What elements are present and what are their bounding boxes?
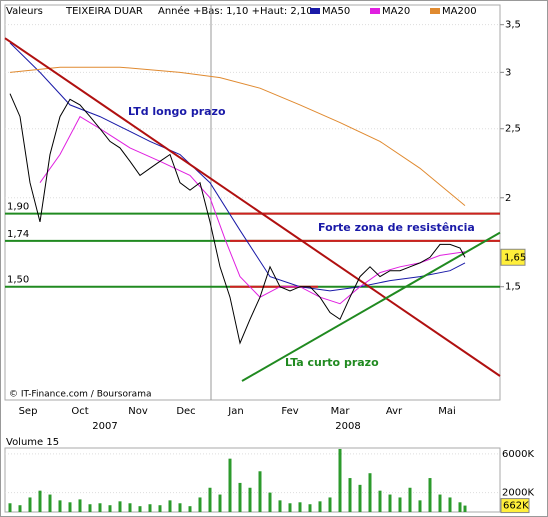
- volume-bar: [158, 505, 162, 512]
- volume-bar: [298, 502, 302, 512]
- last-volume-box: [500, 498, 530, 514]
- volume-bar: [318, 501, 322, 512]
- x-tick-label: Mar: [331, 406, 351, 417]
- volume-bar: [68, 502, 72, 512]
- line: [241, 231, 501, 382]
- volume-bar: [188, 506, 192, 512]
- volume-bar: [438, 494, 442, 512]
- x-tick-label: Avr: [386, 406, 403, 417]
- year-label: 2008: [335, 421, 360, 432]
- volume-bar: [238, 482, 242, 512]
- level-label: 1,90: [7, 202, 29, 213]
- y-tick-label: 2: [505, 193, 511, 204]
- y-tick-label: 3,5: [505, 20, 521, 31]
- line: [9, 66, 466, 206]
- volume-bar: [378, 490, 382, 512]
- x-tick-label: Oct: [71, 406, 88, 417]
- y-tick-label: 2000K: [502, 488, 534, 499]
- legend-label: MA200: [442, 6, 477, 17]
- volume-bar: [358, 484, 362, 512]
- volume-bar: [458, 502, 462, 512]
- volume-bar: [308, 504, 312, 512]
- volume-bar: [428, 478, 432, 512]
- volume-bar: [338, 448, 342, 512]
- volume-bar: [408, 487, 412, 512]
- volume-bar: [108, 505, 112, 512]
- annotation: LTa curto prazo: [285, 356, 379, 369]
- chart-title: TEIXEIRA DUAR: [65, 6, 143, 17]
- volume-bar: [8, 503, 12, 512]
- legend-label: MA50: [322, 6, 350, 17]
- volume-bar: [218, 494, 222, 512]
- volume-bar: [368, 473, 372, 512]
- volume-bar: [98, 503, 102, 512]
- y-tick-label: 2,5: [505, 124, 521, 135]
- volume-bar: [88, 504, 92, 512]
- line: [9, 93, 466, 345]
- last-price-label: 1,65: [504, 252, 526, 263]
- year-label: 2007: [92, 421, 117, 432]
- volume-bar: [418, 500, 422, 512]
- volume-bar: [138, 506, 142, 512]
- legend-swatch: [310, 8, 320, 14]
- source: © IT-Finance.com / Boursorama: [9, 390, 151, 400]
- x-tick-label: Sep: [19, 406, 38, 417]
- volume-bar: [248, 487, 252, 512]
- volume-bar: [18, 505, 22, 512]
- volume-bar: [58, 500, 62, 512]
- volume-bar: [278, 500, 282, 512]
- volume-bar: [148, 504, 152, 512]
- volume-bar: [268, 492, 272, 512]
- volume-bar: [208, 487, 212, 512]
- y-tick-label: 3: [505, 67, 511, 78]
- x-tick-label: Mai: [438, 406, 456, 417]
- volume-bar: [288, 503, 292, 512]
- volume-bar: [448, 497, 452, 512]
- legend-swatch: [370, 8, 380, 14]
- y-tick-label: 6000K: [502, 449, 534, 460]
- header-label: Valeurs: [6, 6, 43, 17]
- volume-bar: [78, 499, 82, 512]
- legend-label: MA20: [382, 6, 410, 17]
- legend-swatch: [430, 8, 440, 14]
- volume-bar: [28, 497, 32, 512]
- volume-bar: [128, 503, 132, 512]
- volume-bar: [198, 497, 202, 512]
- volume-bar: [328, 497, 332, 512]
- level-label: 1,74: [7, 229, 29, 240]
- y-tick-label: 1,5: [505, 282, 521, 293]
- volume-plot: [4, 447, 501, 513]
- volume-bar: [398, 497, 402, 512]
- volume-bar: [168, 500, 172, 512]
- annotation: LTd longo prazo: [128, 105, 226, 118]
- volume-bar: [38, 490, 42, 512]
- line: [4, 37, 501, 377]
- x-tick-label: Fev: [281, 406, 298, 417]
- annotation: Forte zona de resistência: [318, 221, 475, 234]
- volume-bar: [228, 458, 232, 512]
- volume-bar: [348, 478, 352, 512]
- x-tick-label: Dec: [176, 406, 195, 417]
- last-price-box: [500, 248, 526, 266]
- subtitle: Année +Bas: 1,10 +Haut: 2,10: [158, 5, 313, 17]
- volume-bar: [178, 503, 182, 512]
- volume-bar: [118, 501, 122, 512]
- volume-bar: [48, 494, 52, 512]
- x-tick-label: Jan: [227, 406, 243, 417]
- level-label: 1,50: [7, 275, 29, 286]
- last-volume-label: 662K: [503, 501, 529, 512]
- volume-bar: [258, 471, 262, 512]
- volume-title: Volume 15: [6, 437, 59, 448]
- x-tick-label: Nov: [128, 406, 148, 417]
- volume-bar: [463, 505, 467, 512]
- volume-bar: [388, 494, 392, 512]
- price-plot: [4, 4, 501, 401]
